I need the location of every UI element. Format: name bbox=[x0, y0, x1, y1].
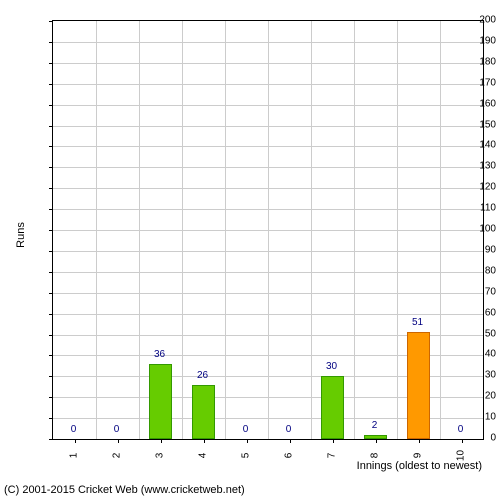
value-label: 2 bbox=[372, 420, 378, 431]
y-tick-label: 190 bbox=[450, 35, 496, 46]
gridline-v bbox=[397, 21, 398, 439]
gridline-v bbox=[139, 21, 140, 439]
tick-mark-y bbox=[49, 314, 53, 315]
x-tick-label: 8 bbox=[369, 453, 380, 459]
y-tick-label: 170 bbox=[450, 77, 496, 88]
x-tick-label: 9 bbox=[412, 453, 423, 459]
bar bbox=[407, 332, 431, 439]
tick-mark-y bbox=[49, 355, 53, 356]
chart-container: Runs Innings (oldest to newest) (C) 2001… bbox=[0, 0, 500, 500]
value-label: 0 bbox=[114, 424, 120, 435]
value-label: 26 bbox=[197, 370, 208, 381]
tick-mark-y bbox=[49, 188, 53, 189]
y-tick-label: 130 bbox=[450, 161, 496, 172]
tick-mark-x bbox=[419, 439, 420, 443]
tick-mark-y bbox=[49, 376, 53, 377]
tick-mark-y bbox=[49, 126, 53, 127]
y-tick-label: 60 bbox=[450, 307, 496, 318]
value-label: 0 bbox=[458, 424, 464, 435]
tick-mark-y bbox=[49, 21, 53, 22]
value-label: 30 bbox=[326, 361, 337, 372]
tick-mark-y bbox=[49, 397, 53, 398]
x-axis-title: Innings (oldest to newest) bbox=[357, 460, 482, 472]
y-tick-label: 90 bbox=[450, 244, 496, 255]
y-tick-label: 50 bbox=[450, 328, 496, 339]
gridline-v bbox=[268, 21, 269, 439]
y-tick-label: 110 bbox=[450, 203, 496, 214]
tick-mark-x bbox=[247, 439, 248, 443]
tick-mark-y bbox=[49, 63, 53, 64]
tick-mark-y bbox=[49, 42, 53, 43]
bar bbox=[149, 364, 173, 439]
value-label: 36 bbox=[154, 349, 165, 360]
gridline-v bbox=[440, 21, 441, 439]
bar bbox=[192, 385, 216, 439]
gridline-v bbox=[311, 21, 312, 439]
x-tick-label: 7 bbox=[326, 453, 337, 459]
tick-mark-x bbox=[290, 439, 291, 443]
copyright-text: (C) 2001-2015 Cricket Web (www.cricketwe… bbox=[4, 484, 245, 496]
value-label: 0 bbox=[243, 424, 249, 435]
gridline-v bbox=[225, 21, 226, 439]
x-tick-label: 3 bbox=[154, 453, 165, 459]
tick-mark-y bbox=[49, 251, 53, 252]
y-tick-label: 100 bbox=[450, 224, 496, 235]
plot-area bbox=[52, 20, 484, 440]
y-tick-label: 70 bbox=[450, 286, 496, 297]
y-axis-title: Runs bbox=[15, 222, 27, 248]
y-tick-label: 30 bbox=[450, 370, 496, 381]
tick-mark-y bbox=[49, 439, 53, 440]
tick-mark-x bbox=[333, 439, 334, 443]
tick-mark-y bbox=[49, 146, 53, 147]
tick-mark-x bbox=[75, 439, 76, 443]
tick-mark-x bbox=[204, 439, 205, 443]
gridline-v bbox=[182, 21, 183, 439]
value-label: 51 bbox=[412, 317, 423, 328]
x-tick-label: 6 bbox=[283, 453, 294, 459]
tick-mark-y bbox=[49, 167, 53, 168]
y-tick-label: 160 bbox=[450, 98, 496, 109]
value-label: 0 bbox=[71, 424, 77, 435]
bar bbox=[364, 435, 388, 439]
gridline-v bbox=[354, 21, 355, 439]
y-tick-label: 150 bbox=[450, 119, 496, 130]
tick-mark-y bbox=[49, 105, 53, 106]
y-tick-label: 140 bbox=[450, 140, 496, 151]
tick-mark-x bbox=[118, 439, 119, 443]
bar bbox=[321, 376, 345, 439]
tick-mark-x bbox=[376, 439, 377, 443]
tick-mark-y bbox=[49, 230, 53, 231]
tick-mark-y bbox=[49, 209, 53, 210]
gridline-v bbox=[96, 21, 97, 439]
x-tick-label: 10 bbox=[455, 450, 466, 461]
y-tick-label: 80 bbox=[450, 265, 496, 276]
value-label: 0 bbox=[286, 424, 292, 435]
x-tick-label: 4 bbox=[197, 453, 208, 459]
y-tick-label: 180 bbox=[450, 56, 496, 67]
tick-mark-y bbox=[49, 84, 53, 85]
y-tick-label: 120 bbox=[450, 182, 496, 193]
tick-mark-y bbox=[49, 272, 53, 273]
tick-mark-x bbox=[161, 439, 162, 443]
y-tick-label: 10 bbox=[450, 412, 496, 423]
x-tick-label: 1 bbox=[68, 453, 79, 459]
x-tick-label: 2 bbox=[111, 453, 122, 459]
y-tick-label: 40 bbox=[450, 349, 496, 360]
tick-mark-y bbox=[49, 418, 53, 419]
tick-mark-y bbox=[49, 335, 53, 336]
x-tick-label: 5 bbox=[240, 453, 251, 459]
y-tick-label: 20 bbox=[450, 391, 496, 402]
tick-mark-y bbox=[49, 293, 53, 294]
y-tick-label: 200 bbox=[450, 15, 496, 26]
